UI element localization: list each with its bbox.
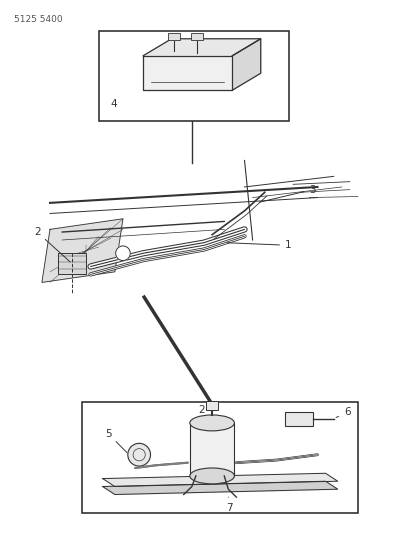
Polygon shape — [103, 473, 338, 487]
Text: 6: 6 — [336, 407, 350, 417]
Text: 2: 2 — [34, 227, 70, 262]
Ellipse shape — [190, 415, 234, 431]
Text: 5125 5400: 5125 5400 — [13, 14, 62, 23]
Bar — [99, 30, 289, 120]
Polygon shape — [233, 39, 261, 90]
Text: 3: 3 — [259, 184, 316, 202]
Text: 5: 5 — [105, 429, 127, 453]
Bar — [82, 402, 358, 513]
Bar — [285, 413, 313, 425]
Text: 4: 4 — [111, 99, 118, 109]
Bar — [190, 423, 234, 476]
Bar — [58, 253, 86, 274]
Polygon shape — [143, 56, 233, 90]
Text: 2: 2 — [198, 405, 212, 415]
Polygon shape — [103, 481, 338, 495]
Text: 7: 7 — [226, 497, 233, 513]
Text: 1: 1 — [227, 240, 292, 251]
Bar — [206, 401, 218, 410]
Bar — [191, 34, 203, 40]
Polygon shape — [143, 39, 261, 56]
Bar — [169, 34, 180, 40]
Ellipse shape — [190, 468, 234, 484]
Polygon shape — [42, 219, 123, 282]
Circle shape — [115, 246, 130, 261]
Circle shape — [128, 443, 151, 466]
